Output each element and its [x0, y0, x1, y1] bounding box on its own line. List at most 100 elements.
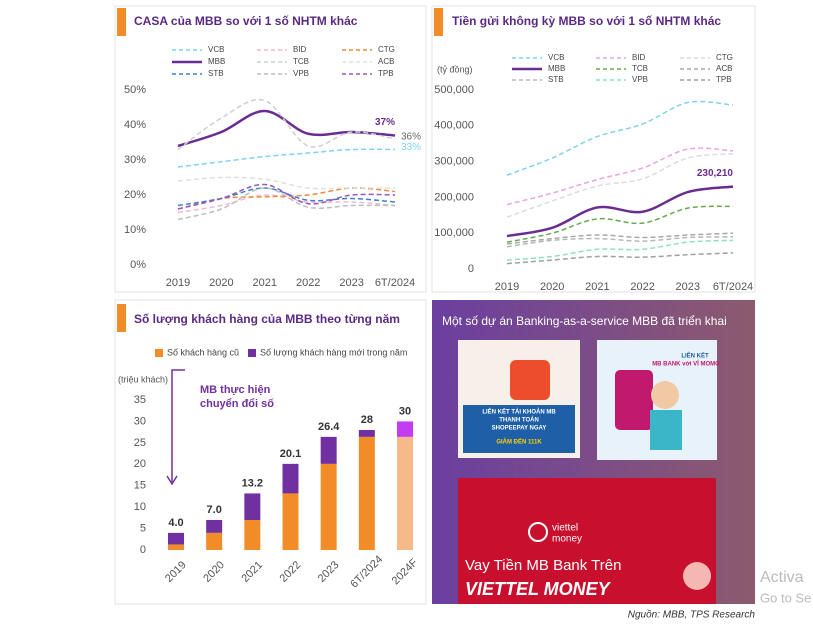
- ad-box: [463, 405, 575, 453]
- y-tick-label: 0: [140, 544, 146, 556]
- legend-label: VCB: [548, 53, 564, 62]
- x-tick-label: 6T/2024: [375, 277, 415, 289]
- series-line: [506, 239, 734, 261]
- y-tick-label: 300,000: [434, 156, 474, 168]
- series-line: [506, 232, 734, 245]
- ad-person: [651, 381, 679, 409]
- panel: [431, 5, 756, 293]
- legend-label: STB: [208, 69, 224, 78]
- legend-label: TPB: [716, 75, 732, 84]
- x-tick-label: 2020: [209, 277, 233, 289]
- y-tick-label: 20: [134, 458, 146, 470]
- legend-swatch: [155, 349, 163, 357]
- ad-text: LIÊN KẾT: [681, 352, 709, 360]
- y-tick-label: 100,000: [434, 227, 474, 239]
- ad-person: [650, 410, 682, 450]
- x-tick-label: 6T/2024: [713, 281, 753, 293]
- x-tick-label: 2020: [540, 281, 564, 293]
- legend-label: STB: [548, 75, 564, 84]
- x-tick-label: 2019: [166, 277, 190, 289]
- data-label: 37%: [375, 117, 395, 128]
- watermark: Activa: [760, 569, 804, 586]
- series-line: [506, 147, 734, 206]
- legend-label: TCB: [293, 57, 309, 66]
- source: Nguồn: MBB, TPS Research: [628, 609, 756, 621]
- ad-text: LIÊN KẾT TÀI KHOẢN MB: [482, 408, 556, 416]
- series-line: [177, 148, 396, 168]
- legend-label: ACB: [378, 57, 394, 66]
- annotation-arrow: [171, 369, 185, 482]
- y-tick-label: 50%: [124, 84, 146, 96]
- total-label: 26.4: [318, 421, 340, 433]
- ad-text: SHOPEEPAY NGAY: [492, 426, 547, 432]
- chart-title: Tiền gửi không kỳ MBB so với 1 số NHTM k…: [452, 14, 721, 28]
- bar-segment: [358, 436, 375, 550]
- series-line: [177, 187, 396, 221]
- accent: [117, 8, 126, 36]
- y-tick-label: 25: [134, 437, 146, 449]
- accent: [434, 8, 443, 36]
- x-tick-label: 2019: [495, 281, 519, 293]
- series-line: [177, 183, 396, 210]
- y-tick-label: 500,000: [434, 84, 474, 96]
- watermark: Go to Se: [760, 590, 811, 605]
- x-tick-label: 2021: [585, 281, 609, 293]
- ad-text: viettel: [552, 523, 578, 534]
- legend-label: Số khách hàng cũ: [167, 347, 239, 357]
- y-tick-label: 0%: [130, 259, 146, 271]
- series-line: [506, 152, 734, 218]
- annotation: MB thực hiện: [200, 384, 271, 396]
- y-axis-label: (triệu khách): [118, 374, 168, 384]
- data-label: 36%: [401, 132, 421, 143]
- accent: [117, 304, 126, 332]
- bar-segment: [397, 436, 413, 550]
- ad-text: MB BANK với VÍ MOMO: [652, 360, 720, 368]
- total-label: 4.0: [168, 517, 183, 529]
- ad-text: Vay Tiền MB Bank Trên: [465, 557, 621, 574]
- bar-segment: [282, 463, 299, 494]
- chart-title: CASA của MBB so với 1 số NHTM khác: [134, 14, 358, 28]
- y-tick-label: 30: [134, 415, 146, 427]
- legend-swatch: [248, 349, 256, 357]
- series-line: [506, 236, 734, 248]
- legend-label: MBB: [548, 64, 565, 73]
- legend-label: TPB: [378, 69, 394, 78]
- x-tick-label: 2023: [339, 277, 363, 289]
- ad-text: GIẢM ĐẾN 111K: [496, 439, 542, 446]
- total-label: 28: [361, 414, 373, 426]
- legend-label: Số lượng khách hàng mới trong năm: [260, 347, 407, 357]
- ad-logo: [528, 522, 548, 542]
- annotation-arrow: [166, 475, 178, 486]
- x-tick-label: 2021: [253, 277, 277, 289]
- series-line: [506, 205, 734, 243]
- bar-segment: [358, 430, 375, 437]
- y-tick-label: 0: [468, 263, 474, 275]
- bar-segment: [168, 532, 184, 545]
- legend-label: VPB: [632, 75, 648, 84]
- bar-segment: [320, 463, 337, 550]
- legend-label: CTG: [716, 53, 733, 62]
- y-tick-label: 10%: [124, 224, 146, 236]
- legend-label: CTG: [378, 45, 395, 54]
- y-tick-label: 400,000: [434, 120, 474, 132]
- total-label: 30: [399, 405, 411, 417]
- bar-segment: [244, 493, 261, 520]
- legend-label: BID: [293, 45, 307, 54]
- ad-text: THANH TOÁN: [499, 417, 539, 424]
- data-label: 230,210: [697, 168, 734, 179]
- y-tick-label: 5: [140, 522, 146, 534]
- panel-title: Một số dự án Banking-as-a-service MBB đã…: [442, 314, 727, 328]
- series-line: [177, 194, 396, 214]
- legend-label: TCB: [632, 64, 648, 73]
- bar-segment: [244, 520, 261, 550]
- total-label: 7.0: [207, 504, 222, 516]
- bar-segment: [168, 544, 184, 550]
- bar-segment: [282, 493, 299, 550]
- total-label: 20.1: [280, 448, 301, 460]
- x-tick-label: 2023: [676, 281, 700, 293]
- ad-coin: [683, 562, 711, 590]
- legend-label: ACB: [716, 64, 732, 73]
- ad-icon: [510, 360, 550, 400]
- series-line: [177, 176, 395, 190]
